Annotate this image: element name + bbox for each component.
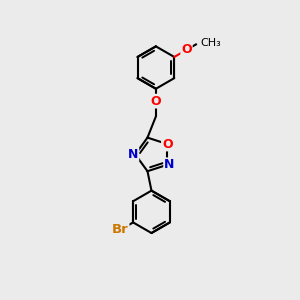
Text: CH₃: CH₃ — [201, 38, 221, 48]
Text: N: N — [128, 148, 138, 161]
Text: N: N — [164, 158, 175, 171]
Text: Br: Br — [112, 223, 129, 236]
Text: O: O — [162, 137, 172, 151]
Text: O: O — [181, 44, 192, 56]
Text: O: O — [151, 94, 161, 108]
